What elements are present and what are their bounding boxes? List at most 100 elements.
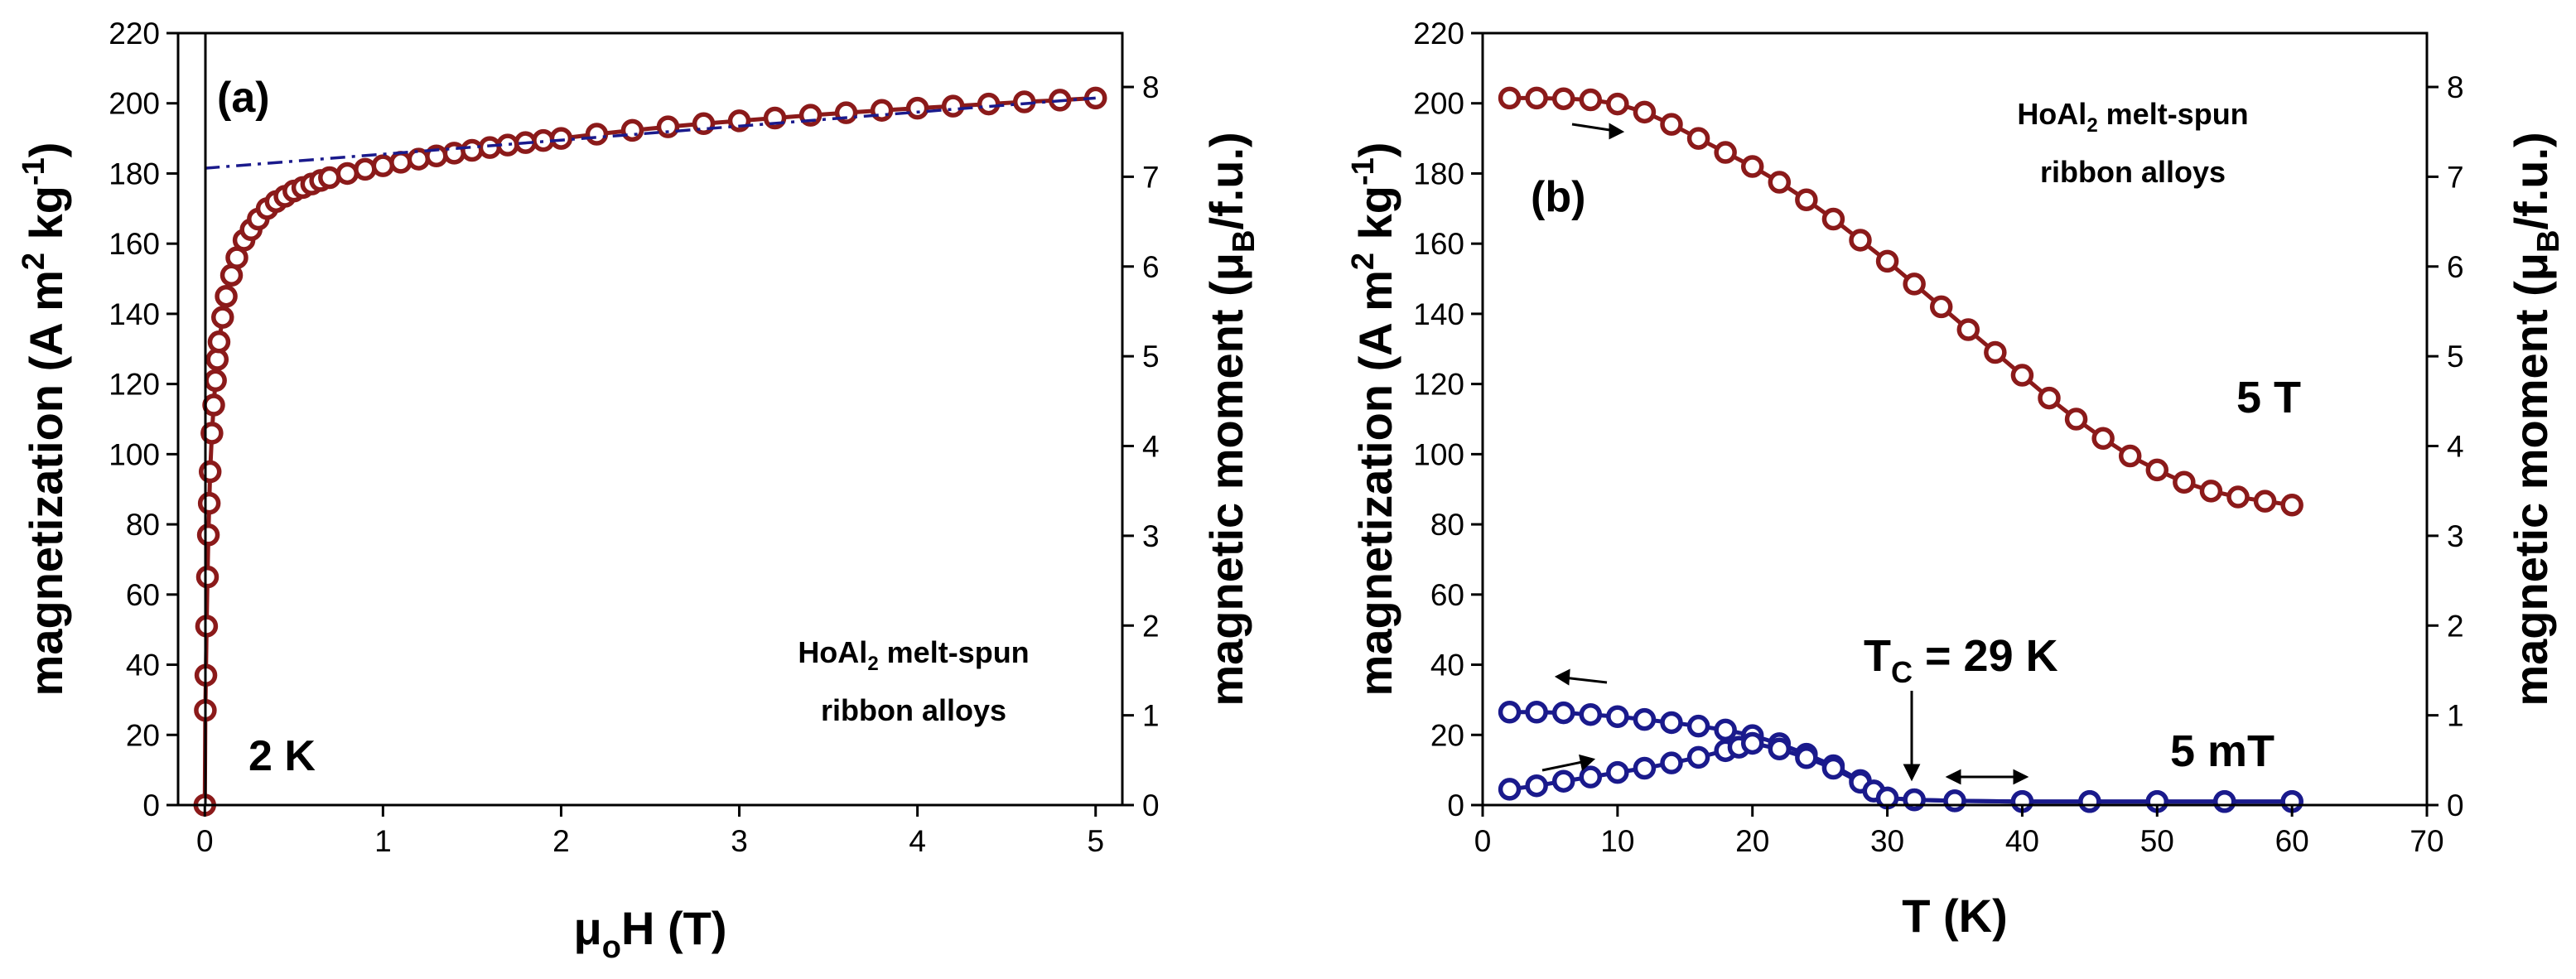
panel-b-label: (b): [1531, 173, 1585, 221]
arrow-tc: [1903, 691, 1921, 782]
panel-a-point-m-h-at-2-k: [197, 491, 221, 515]
panel-b-field-low: 5 mT: [2170, 726, 2275, 776]
panel-b-point-5-mt-zfc-warming: [1525, 774, 1548, 798]
panel-b-point-5-t: [1795, 188, 1818, 211]
panel-b-point-5-t: [2091, 427, 2115, 451]
panel-a-point-m-h-at-2-k: [941, 94, 965, 118]
panel-a-y-left-tick-label: 220: [109, 17, 160, 51]
panel-b-point-5-t: [1633, 100, 1657, 124]
panel-b-point-5-t: [1903, 272, 1926, 296]
panel-b-y-right-tick-label: 5: [2447, 340, 2464, 374]
panel-b-y-right-tick-label: 8: [2447, 70, 2464, 104]
arrow-fc-cooling: [1554, 668, 1608, 686]
panel-b-point-5-mt-zfc-warming: [2078, 790, 2101, 813]
panel-b-ticks: 0 10 20 30 40 50 60 700204060801001201401601802…: [1413, 17, 2463, 858]
panel-b-point-5-mt-zfc-warming: [1740, 731, 1764, 755]
panel-a-point-m-h-at-2-k: [196, 523, 220, 547]
panel-b-x-tick-label: 50: [2140, 824, 2174, 858]
panel-a-point-m-h-at-2-k: [335, 162, 359, 186]
panel-a-y-left-tick-label: 80: [126, 508, 160, 542]
panel-a: 0 1 2 3 4 5 0 20 40 60 80 100 120 140 160 180 200 220 0 1 2 3…: [17, 17, 1261, 965]
panel-a-point-m-h-at-2-k: [905, 96, 929, 120]
panel-b-point-5-t: [1929, 295, 1953, 319]
panel-a-point-m-h-at-2-k: [354, 157, 377, 181]
panel-a-fit-line: [205, 96, 1096, 170]
panel-b-y-left-tick-label: 220: [1413, 17, 1464, 51]
arrow-reversible: [1945, 769, 2029, 785]
panel-b-point-5-t: [1714, 141, 1737, 164]
panel-b-point-5-t: [1498, 86, 1522, 110]
panel-b-field-high: 5 T: [2236, 373, 2301, 422]
panel-b-point-5-t: [2118, 444, 2142, 468]
panel-b-y-right-tick-label: 6: [2447, 250, 2464, 284]
panel-b-point-5-t: [1606, 92, 1629, 116]
panel-a-point-m-h-at-2-k: [585, 123, 609, 146]
panel-b-point-5-mt-fc-cooling: [1633, 707, 1657, 731]
panel-a-point-m-h-at-2-k: [461, 138, 484, 162]
panel-b-point-5-t: [1740, 155, 1764, 178]
panel-a-x-tick-label: 1: [374, 824, 392, 858]
panel-b-point-5-t: [1821, 207, 1845, 231]
panel-a-point-m-h-at-2-k: [207, 330, 231, 354]
panel-a-y-right-tick-label: 8: [1142, 70, 1160, 104]
panel-a-point-m-h-at-2-k: [389, 151, 412, 174]
panel-a-ticks: 0 1 2 3 4 5 0 20 40 60 80 100 120 140 160 180 200 220 0 1 2 3…: [109, 17, 1159, 858]
panel-b-y-left-tick-label: 160: [1413, 227, 1464, 261]
panel-a-frame: [176, 31, 1124, 807]
panel-a-y-right-tick-label: 7: [1142, 160, 1160, 194]
panel-b-point-5-mt-zfc-warming: [1579, 765, 1603, 789]
panel-a-y-left-tick-label: 180: [109, 157, 160, 190]
panel-a-x-tick-label: 0: [196, 824, 214, 858]
panel-b-y-left-tick-label: 200: [1413, 87, 1464, 121]
panel-b-y-right-tick-label: 0: [2447, 789, 2464, 822]
panel-a-sample-line2: ribbon alloys: [821, 693, 1006, 727]
panel-b-y-right-tick-label: 2: [2447, 609, 2464, 643]
panel-b-point-5-t: [1875, 249, 1899, 273]
panel-b-y-left-tick-label: 80: [1430, 508, 1464, 542]
panel-b-x-tick-label: 10: [1600, 824, 1634, 858]
panel-a-y-right-tick-label: 1: [1142, 699, 1160, 733]
panel-b-y-left-tick-label: 20: [1430, 718, 1464, 752]
panel-a-point-m-h-at-2-k: [215, 284, 238, 308]
panel-b-point-5-t: [2064, 408, 2088, 431]
panel-a-y-right-tick-label: 0: [1142, 789, 1160, 822]
panel-a-point-m-h-at-2-k: [198, 460, 222, 484]
panel-b-y-left-tick-label: 140: [1413, 297, 1464, 331]
panel-b-point-5-mt-fc-cooling: [1525, 700, 1548, 724]
panel-b-point-5-mt-zfc-warming: [1795, 746, 1818, 769]
arrow-5t-warming: [1571, 123, 1625, 140]
panel-a-point-m-h-at-2-k: [371, 154, 395, 177]
panel-a-y-left-label: magnetization (A m2 kg-1): [17, 142, 72, 697]
panel-b-point-5-mt-fc-cooling: [1606, 705, 1629, 728]
panel-b-point-5-t: [1686, 127, 1710, 150]
panel-a-x-label: μoH (T): [574, 902, 727, 965]
panel-b-point-5-mt-fc-cooling: [1714, 718, 1737, 742]
panel-b-x-tick-label: 70: [2410, 824, 2443, 858]
panel-b-y-left-tick-label: 0: [1447, 789, 1464, 822]
panel-a-y-left-tick-label: 160: [109, 227, 160, 261]
panel-a-y-left-tick-label: 100: [109, 437, 160, 471]
panel-b-point-5-t: [2253, 490, 2277, 513]
panel-b-frame: [1481, 31, 2429, 807]
panel-b-point-5-t: [2010, 364, 2034, 387]
panel-b-point-5-t: [2145, 458, 2169, 482]
panel-b-point-5-mt-zfc-warming: [1551, 769, 1575, 793]
panel-a-x-tick-label: 2: [552, 824, 570, 858]
panel-a-y-right-label: magnetic moment (μB/f.u.): [1200, 132, 1261, 706]
panel-b-sample-line1: HoAl2 melt-spun: [2017, 97, 2248, 137]
panel-b: 0 10 20 30 40 50 60 700204060801001201401601802…: [1346, 17, 2566, 942]
panel-b-sample-line2: ribbon alloys: [2040, 155, 2226, 189]
panel-b-x-tick-label: 20: [1735, 824, 1769, 858]
panel-b-y-left-label: magnetization (A m2 kg-1): [1346, 142, 1401, 697]
panel-a-temperature: 2 K: [248, 732, 316, 780]
panel-b-point-5-t: [1551, 87, 1575, 110]
panel-a-point-m-h-at-2-k: [195, 565, 219, 589]
panel-a-y-left-tick-label: 140: [109, 297, 160, 331]
panel-a-point-m-h-at-2-k: [318, 166, 341, 190]
panel-a-sample-line1: HoAl2 melt-spun: [798, 635, 1029, 675]
panel-a-y-right-tick-label: 5: [1142, 340, 1160, 374]
panel-b-y-right-label: magnetic moment (μB/f.u.): [2505, 132, 2566, 706]
panel-b-point-5-mt-zfc-warming: [1633, 756, 1657, 780]
panel-a-point-m-h-at-2-k: [620, 118, 644, 142]
